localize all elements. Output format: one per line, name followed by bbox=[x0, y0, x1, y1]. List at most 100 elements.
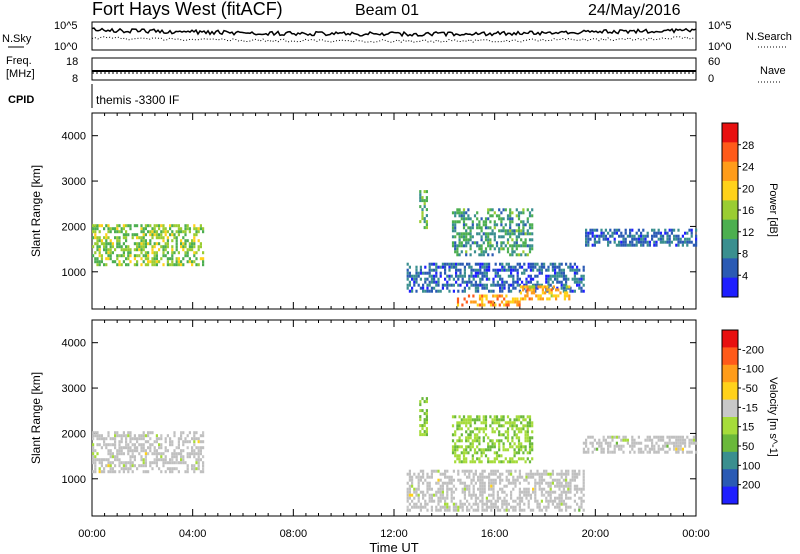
colorbar-swatch bbox=[722, 330, 738, 348]
range-cell bbox=[479, 493, 482, 497]
range-cell bbox=[522, 297, 525, 301]
range-cell bbox=[415, 280, 418, 284]
range-cell bbox=[505, 469, 508, 473]
range-cell bbox=[524, 297, 527, 301]
range-cell bbox=[465, 439, 468, 443]
range-cell bbox=[681, 447, 684, 451]
range-cell bbox=[474, 300, 477, 304]
range-cell bbox=[662, 240, 665, 244]
range-cell bbox=[125, 434, 128, 438]
range-cell bbox=[202, 440, 205, 444]
range-cell bbox=[437, 469, 440, 473]
range-cell bbox=[662, 234, 665, 238]
range-cell bbox=[547, 481, 550, 485]
range-cell bbox=[424, 280, 427, 284]
range-cell bbox=[549, 475, 552, 479]
range-cell bbox=[451, 445, 455, 449]
range-cell bbox=[122, 260, 125, 264]
range-cell bbox=[538, 487, 541, 491]
range-cell bbox=[484, 454, 488, 458]
range-cell bbox=[524, 238, 527, 242]
range-cell bbox=[528, 421, 532, 425]
range-cell bbox=[573, 478, 576, 482]
range-cell bbox=[524, 253, 527, 257]
range-cell bbox=[147, 254, 150, 258]
range-cell bbox=[690, 231, 693, 235]
range-cell bbox=[195, 233, 198, 237]
range-cell bbox=[494, 502, 497, 506]
range-cell bbox=[568, 297, 571, 301]
range-cell bbox=[505, 502, 508, 506]
range-cell bbox=[657, 438, 660, 442]
range-cell bbox=[197, 263, 200, 267]
range-cell bbox=[655, 234, 658, 238]
range-cell bbox=[524, 445, 527, 449]
range-cell bbox=[471, 457, 474, 461]
range-cell bbox=[673, 237, 676, 241]
range-cell bbox=[459, 481, 462, 485]
range-cell bbox=[500, 244, 503, 248]
range-cell bbox=[478, 460, 481, 464]
range-cell bbox=[129, 260, 132, 264]
range-cell bbox=[477, 505, 480, 509]
range-cell bbox=[186, 455, 189, 459]
range-cell bbox=[598, 441, 601, 445]
range-cell bbox=[549, 499, 552, 503]
range-cell bbox=[127, 245, 130, 249]
range-cell bbox=[527, 481, 530, 485]
range-cell bbox=[501, 280, 504, 284]
range-cell bbox=[466, 484, 469, 488]
range-cell bbox=[140, 230, 143, 234]
range-cell bbox=[100, 254, 103, 258]
range-cell bbox=[580, 505, 583, 509]
range-cell bbox=[578, 268, 581, 272]
range-cell bbox=[604, 228, 607, 232]
range-cell bbox=[516, 268, 519, 272]
range-cell bbox=[455, 505, 458, 509]
range-cell bbox=[492, 277, 495, 281]
range-cell bbox=[491, 430, 494, 434]
range-cell bbox=[487, 241, 490, 245]
range-cell bbox=[495, 427, 499, 431]
range-cell bbox=[116, 254, 119, 258]
range-cell bbox=[423, 217, 426, 221]
range-cell bbox=[569, 478, 572, 482]
range-cell bbox=[546, 285, 549, 289]
range-cell bbox=[479, 499, 482, 503]
range-cell bbox=[149, 461, 152, 465]
range-cell bbox=[529, 262, 532, 266]
range-cell bbox=[138, 248, 141, 252]
range-cell bbox=[527, 280, 530, 284]
range-cell bbox=[454, 415, 457, 419]
range-cell bbox=[562, 277, 565, 281]
range-cell bbox=[433, 286, 436, 290]
range-cell bbox=[127, 443, 130, 447]
range-cell bbox=[202, 263, 205, 267]
range-cell bbox=[462, 418, 466, 422]
range-cell bbox=[531, 223, 534, 227]
range-cell bbox=[653, 444, 656, 448]
range-cell bbox=[122, 254, 125, 258]
range-cell bbox=[489, 232, 492, 236]
range-cell bbox=[186, 470, 189, 474]
range-cell bbox=[151, 263, 154, 267]
range-cell bbox=[600, 234, 603, 238]
range-cell bbox=[506, 229, 510, 233]
range-cell bbox=[500, 454, 503, 458]
range-cell bbox=[471, 418, 474, 422]
range-cell bbox=[473, 439, 477, 443]
range-cell bbox=[144, 461, 147, 465]
range-cell bbox=[498, 294, 501, 298]
noise-panel-frame bbox=[91, 21, 697, 51]
range-cell bbox=[450, 496, 453, 500]
range-cell bbox=[488, 268, 491, 272]
range-cell bbox=[524, 460, 527, 464]
range-cell bbox=[523, 493, 526, 497]
range-cell bbox=[591, 435, 594, 439]
range-cell bbox=[125, 245, 128, 249]
range-cell bbox=[129, 455, 132, 459]
range-cell bbox=[582, 469, 585, 473]
range-cell bbox=[460, 421, 463, 425]
range-cell bbox=[521, 508, 524, 512]
range-cell bbox=[488, 478, 491, 482]
